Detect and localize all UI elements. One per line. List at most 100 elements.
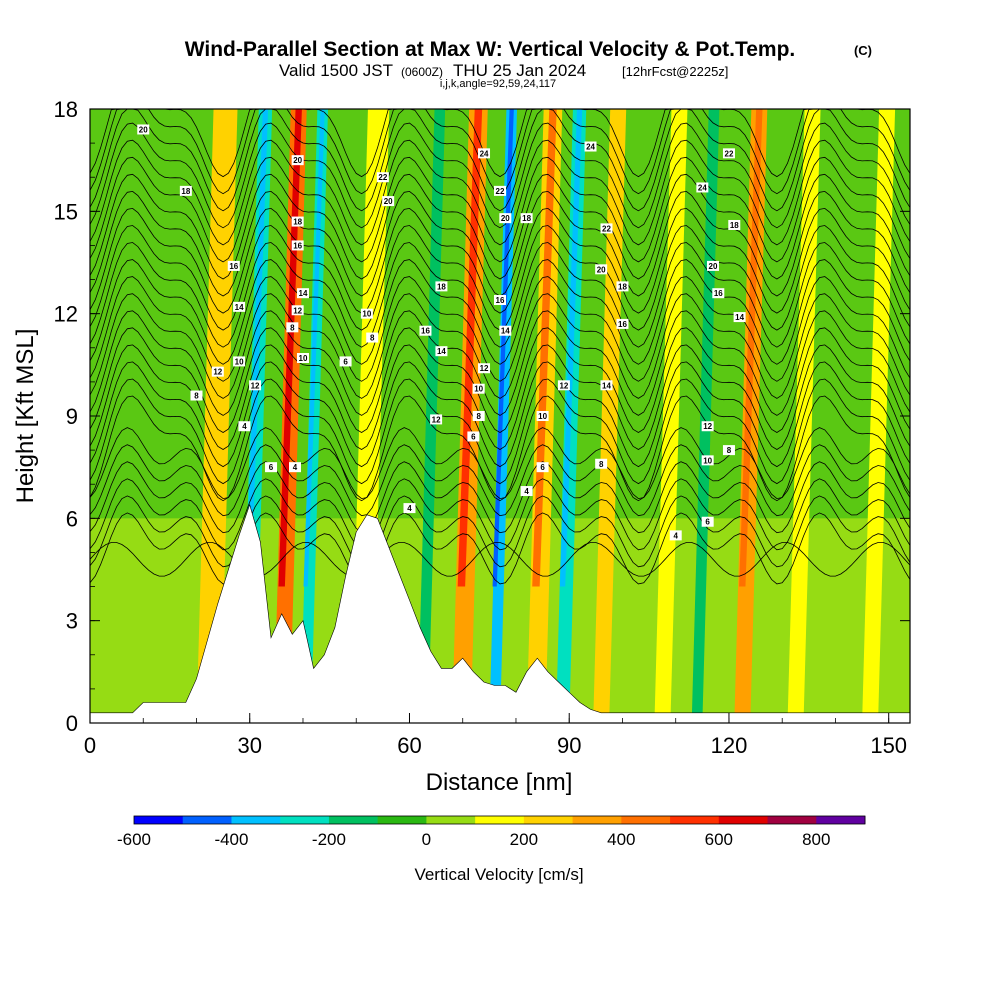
contour-label: 4 [407, 504, 412, 513]
x-tick-label: 150 [870, 733, 907, 758]
contour-label-box [494, 185, 506, 196]
contour-label-box [339, 356, 352, 367]
theta-contour-line [89, 156, 911, 263]
contour-label: 12 [432, 415, 441, 424]
contour-label-box [669, 530, 682, 541]
contour-label: 18 [437, 282, 446, 291]
contour-label-box [696, 182, 709, 193]
contour-label-box [478, 148, 491, 159]
contour-label: 12 [559, 381, 568, 390]
contour-label-box [701, 455, 714, 466]
contour-label: 8 [290, 323, 295, 332]
terrain [89, 503, 911, 724]
contour-label: 22 [496, 187, 505, 196]
theta-contour-line [89, 427, 911, 500]
contour-label-box [595, 264, 608, 275]
contour-label-box [265, 462, 278, 473]
contour-label-box [733, 312, 746, 323]
contour-label: 24 [480, 149, 489, 158]
colorbar-swatch [572, 816, 622, 824]
colorbar-tick-label: 400 [607, 830, 635, 849]
contour-label-box [728, 219, 741, 230]
contour-label: 8 [599, 460, 604, 469]
colorbar-tick-label: 200 [510, 830, 538, 849]
colorbar-swatch [182, 816, 232, 824]
contour-label-box [190, 390, 203, 401]
contour-label-box [249, 380, 262, 391]
contour-label: 10 [703, 456, 712, 465]
contour-label: 8 [370, 334, 375, 343]
contour-label: 18 [522, 214, 531, 223]
contour-label-box [701, 516, 714, 527]
y-tick-label: 9 [66, 404, 78, 429]
colorbar-swatch [134, 816, 184, 824]
contour-label-box [382, 196, 395, 207]
subtitle-forecast: [12hrFcst@2225z] [622, 64, 728, 79]
theta-contour-line [89, 139, 911, 246]
contour-label: 20 [501, 214, 510, 223]
theta-contour-line [89, 461, 911, 534]
x-tick-label: 120 [711, 733, 748, 758]
theta-contour-line [89, 108, 911, 178]
contour-label: 14 [602, 381, 611, 390]
colorbar-swatch [670, 816, 720, 824]
contour-label-box [376, 172, 389, 183]
contour-label-box [233, 301, 246, 312]
colorbar-frame [133, 815, 866, 825]
contour-label: 18 [293, 218, 302, 227]
contour-label-box [722, 445, 735, 456]
contour-label-box [296, 288, 309, 299]
contour-label: 20 [384, 197, 393, 206]
contour-label: 6 [705, 518, 710, 527]
contour-label-box [289, 462, 301, 473]
contour-label: 4 [242, 422, 247, 431]
theta-contour-line [89, 344, 911, 450]
velocity-core-3 [303, 109, 325, 587]
contour-label: 16 [618, 320, 627, 329]
contour-label-box [494, 295, 506, 306]
theta-contour-line [89, 173, 911, 280]
x-axis: 0 30 60 90 120 150 [84, 713, 907, 758]
colorbar-swatch [475, 816, 525, 824]
contour-label: 10 [299, 354, 308, 363]
y-axis-label: Height [Kft MSL] [12, 329, 39, 504]
y-tick-label: 3 [66, 609, 78, 634]
subtitle-utc: (0600Z) [401, 65, 443, 79]
contour-label: 22 [602, 224, 611, 233]
contour-label-box [419, 325, 432, 336]
contour-label: 18 [618, 282, 627, 291]
x-tick-label: 60 [397, 733, 421, 758]
contour-label-box [557, 380, 570, 391]
contour-label-box [520, 213, 533, 224]
theta-contour-line [89, 276, 911, 382]
velocity-band-15 [862, 109, 896, 723]
x-axis-label: Distance [nm] [426, 769, 573, 796]
contour-label-box [291, 305, 304, 316]
y-tick-label: 12 [54, 302, 78, 327]
contour-label: 12 [703, 422, 712, 431]
contour-label-box [701, 421, 714, 432]
theta-contour-line [89, 495, 911, 568]
contour-label: 8 [727, 446, 732, 455]
contour-label: 10 [235, 357, 244, 366]
y-tick-label: 0 [66, 711, 78, 736]
colorbar-swatch [328, 816, 379, 824]
contour-label-box [291, 155, 304, 166]
colorbar-tick-label: 0 [422, 830, 431, 849]
contour-label: 14 [437, 347, 446, 356]
colorbar-tick-label: -400 [214, 830, 248, 849]
subtitle-index: i,j,k,angle=92,59,24,117 [440, 78, 556, 90]
contour-label: 6 [269, 463, 274, 472]
contour-label: 4 [293, 463, 298, 472]
theta-contour-line [89, 293, 911, 399]
x-tick-label: 90 [557, 733, 581, 758]
contour-label: 4 [524, 487, 529, 496]
contour-label-box [536, 411, 549, 421]
contour-label: 18 [181, 187, 190, 196]
contour-label: 12 [480, 364, 489, 373]
contour-label-box [137, 124, 150, 135]
contour-label-box [712, 288, 725, 299]
x-tick-label: 0 [84, 733, 96, 758]
contour-label-box [499, 213, 512, 224]
contour-label: 20 [139, 125, 148, 134]
